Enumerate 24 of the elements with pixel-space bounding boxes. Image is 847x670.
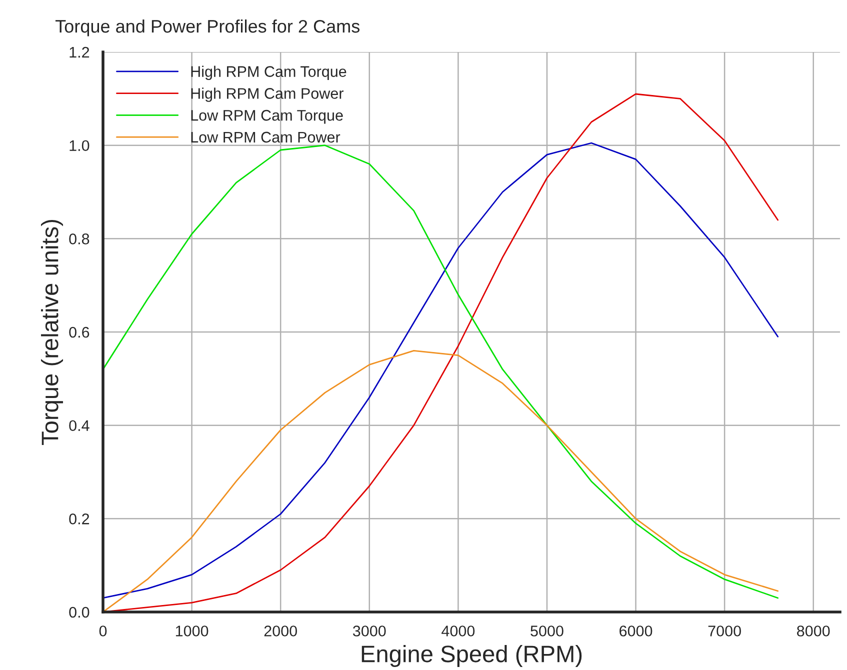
x-tick-label: 2000 bbox=[264, 626, 297, 636]
x-tick-label: 3000 bbox=[352, 626, 386, 636]
y-tick-label: 0.6 bbox=[69, 326, 90, 338]
x-tick-label: 5000 bbox=[530, 626, 564, 636]
y-tick-label: 1.0 bbox=[70, 140, 90, 152]
y-tick-label: 0.0 bbox=[69, 606, 90, 618]
x-tick-label: 4000 bbox=[442, 626, 475, 636]
y-tick-label: 1.2 bbox=[70, 46, 90, 58]
legend-label: Low RPM Cam Torque bbox=[191, 110, 343, 124]
chart-title: Torque and Power Profiles for 2 Cams bbox=[56, 19, 360, 36]
y-tick-label: 0.4 bbox=[69, 420, 90, 432]
x-tick-label: 0 bbox=[99, 626, 107, 636]
legend-label: High RPM Cam Torque bbox=[191, 66, 346, 80]
x-tick-label: 7000 bbox=[708, 626, 741, 636]
line-series bbox=[103, 350, 779, 612]
legend-label: High RPM Cam Power bbox=[191, 88, 344, 102]
y-tick-label: 0.2 bbox=[69, 514, 90, 524]
x-tick-label: 6000 bbox=[620, 626, 652, 636]
legend-label: Low RPM Cam Power bbox=[191, 132, 340, 143]
x-axis-title: Engine Speed (RPM) bbox=[362, 644, 582, 667]
y-tick-label: 0.8 bbox=[69, 234, 90, 244]
x-tick-label: 8000 bbox=[797, 626, 830, 636]
y-axis-title: Torque (relative units) bbox=[41, 220, 64, 445]
x-tick-label: 1000 bbox=[176, 626, 208, 636]
